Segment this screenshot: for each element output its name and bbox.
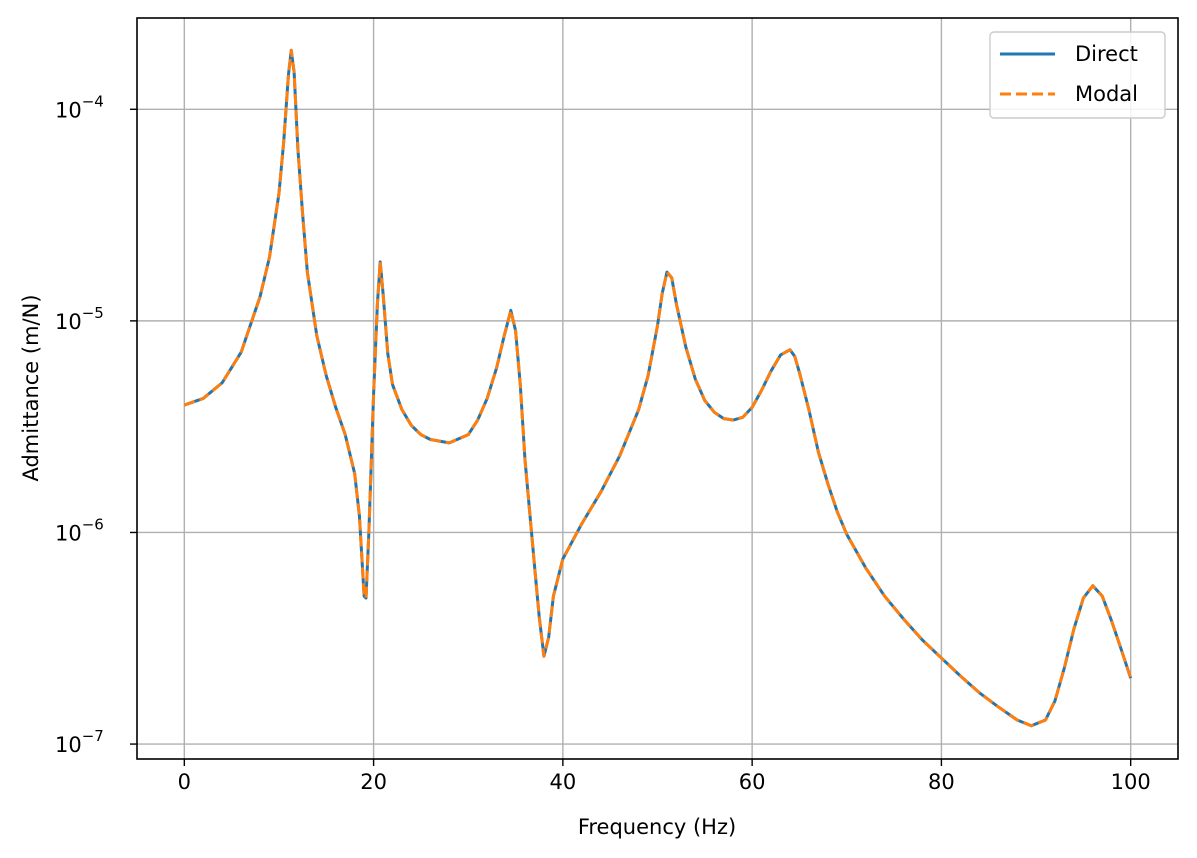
y-tick-exponent: −4 bbox=[82, 92, 104, 110]
legend-label: Modal bbox=[1075, 82, 1138, 106]
y-axis-ticks: 10−710−610−510−4 bbox=[55, 92, 137, 757]
x-axis-label: Frequency (Hz) bbox=[578, 815, 736, 839]
y-tick-base: 10 bbox=[55, 521, 82, 545]
y-tick-label: 10−7 bbox=[55, 727, 104, 757]
y-tick-label: 10−6 bbox=[55, 515, 104, 545]
y-tick-label: 10−5 bbox=[55, 304, 104, 334]
y-tick-label: 10−4 bbox=[55, 92, 104, 122]
legend: Direct Modal bbox=[989, 31, 1166, 119]
x-tick-label: 40 bbox=[549, 770, 576, 794]
x-tick-label: 80 bbox=[928, 770, 955, 794]
y-tick-exponent: −6 bbox=[82, 515, 104, 533]
plot-frame bbox=[136, 17, 1179, 760]
series-group bbox=[183, 48, 1133, 728]
y-axis-label: Admittance (m/N) bbox=[19, 294, 43, 481]
y-tick-base: 10 bbox=[55, 310, 82, 334]
y-tick-base: 10 bbox=[55, 98, 82, 122]
x-tick-label: 0 bbox=[178, 770, 191, 794]
legend-label: Direct bbox=[1075, 42, 1138, 66]
y-tick-base: 10 bbox=[55, 733, 82, 757]
series-line-modal bbox=[183, 48, 1133, 728]
y-tick-exponent: −5 bbox=[82, 304, 104, 322]
x-tick-label: 100 bbox=[1111, 770, 1151, 794]
y-tick-exponent: −7 bbox=[82, 727, 104, 745]
x-tick-label: 20 bbox=[360, 770, 387, 794]
x-tick-label: 60 bbox=[739, 770, 766, 794]
x-axis-ticks: 0 20 40 60 80 100 bbox=[178, 759, 1151, 794]
